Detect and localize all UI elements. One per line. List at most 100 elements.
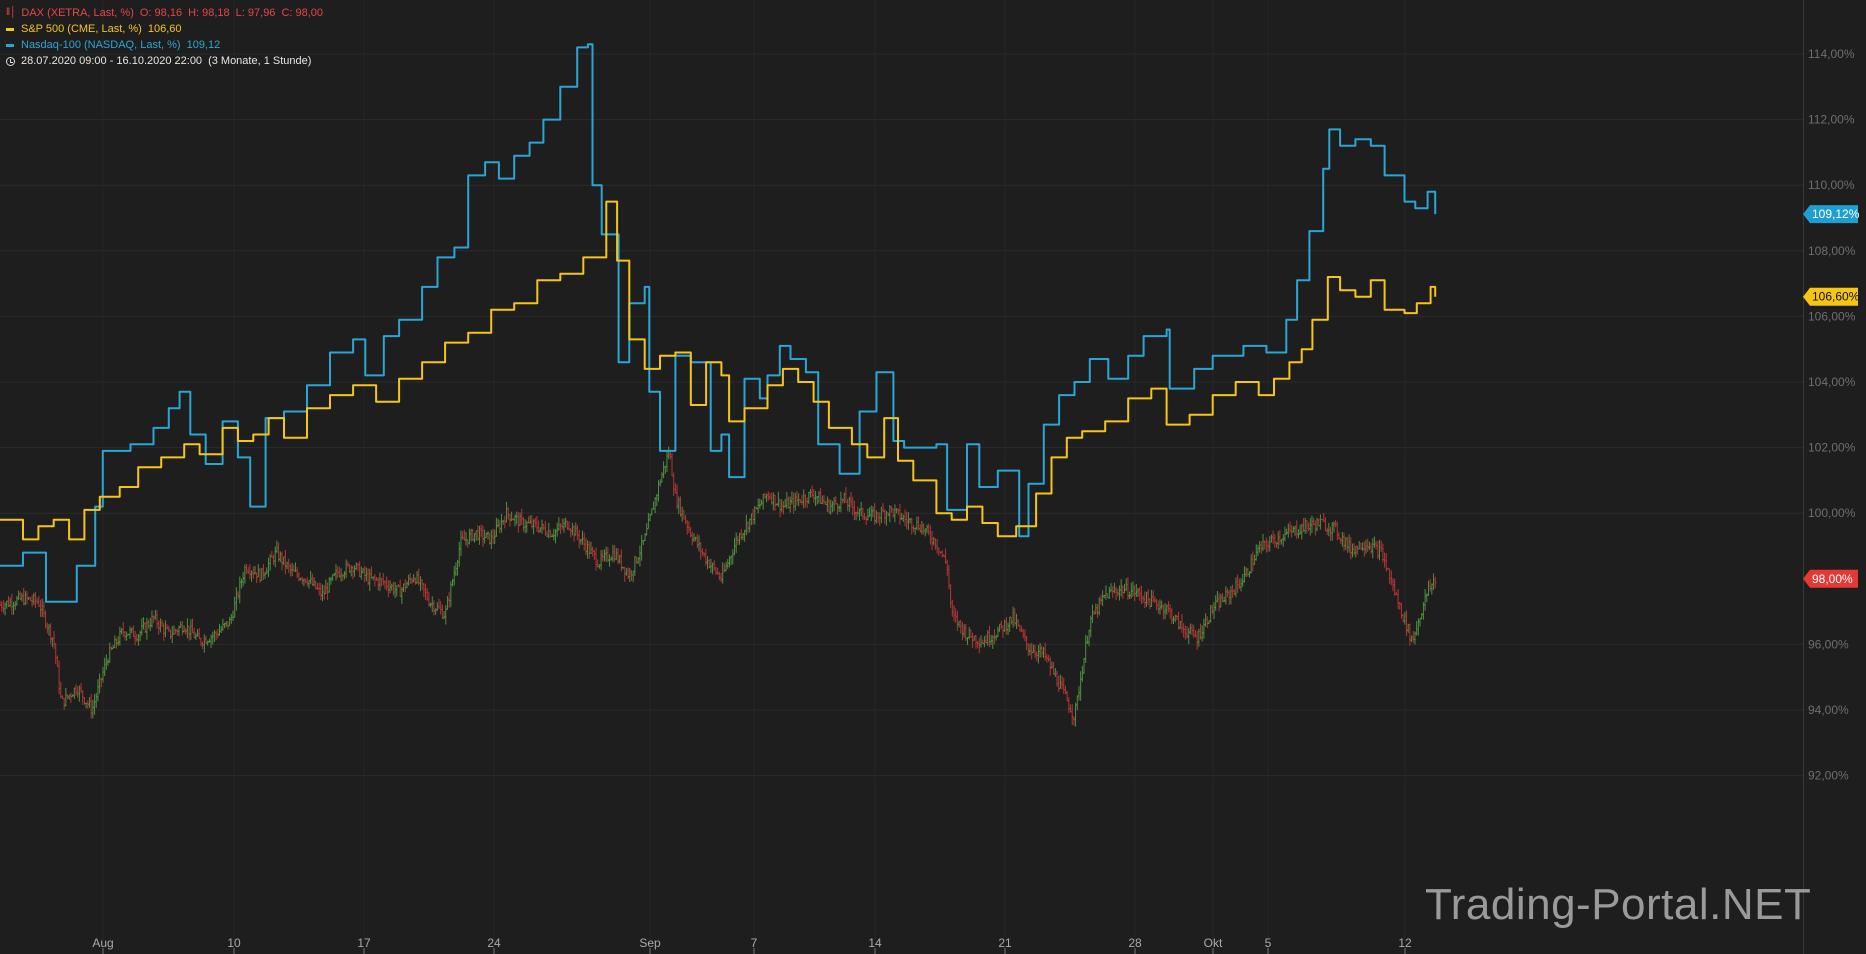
- ohlc-bar: [1298, 524, 1302, 535]
- y-tick-label: 108,00%: [1808, 244, 1856, 258]
- ohlc-bar: [20, 592, 24, 602]
- legend-row-range[interactable]: 28.07.2020 09:00 - 16.10.2020 22:00 (3 M…: [6, 53, 329, 69]
- ohlc-bar: [1, 600, 5, 614]
- legend-row-dax[interactable]: ‖│ DAX (XETRA, Last, %) O: 98,16 H: 98,1…: [6, 5, 329, 21]
- ohlc-bar: [1342, 532, 1346, 552]
- ohlc-bar: [1347, 534, 1351, 553]
- ohlc-bar: [152, 615, 156, 624]
- ohlc-bar: [1217, 592, 1221, 612]
- legend-row-sp500[interactable]: S&P 500 (CME, Last, %) 106,60: [6, 21, 329, 37]
- ohlc-bar: [673, 482, 677, 494]
- ohlc-bar: [192, 627, 196, 639]
- ohlc-bar: [682, 510, 686, 520]
- ohlc-bar: [211, 631, 215, 645]
- ohlc-bar: [695, 534, 699, 549]
- ohlc-bar: [570, 522, 574, 536]
- ohlc-bar: [646, 512, 650, 530]
- ohlc-bar: [802, 489, 806, 509]
- ohlc-bar: [954, 608, 958, 623]
- ohlc-bar: [1205, 616, 1209, 629]
- x-tick-label: 12: [1398, 936, 1412, 950]
- ohlc-bar: [481, 525, 485, 547]
- ohlc-bar: [8, 597, 12, 608]
- legend-row-nasdaq[interactable]: Nasdaq-100 (NASDAQ, Last, %) 109,12: [6, 37, 329, 53]
- ohlc-bar: [1092, 610, 1096, 615]
- ohlc-bar: [440, 604, 444, 620]
- ohlc-bar: [1426, 580, 1430, 597]
- ohlc-bar: [1168, 604, 1172, 619]
- ohlc-bar: [1067, 697, 1071, 713]
- ohlc-bar: [1420, 612, 1424, 620]
- ohlc-bar: [1268, 536, 1272, 552]
- ohlc-bar: [1062, 677, 1066, 694]
- ohlc-bar: [185, 618, 189, 639]
- ohlc-bar: [805, 497, 809, 509]
- ohlc-bar: [852, 500, 856, 521]
- ohlc-bar: [1026, 643, 1030, 657]
- ohlc-bar: [1389, 570, 1393, 586]
- ohlc-bar: [1416, 618, 1420, 636]
- ohlc-bar: [424, 583, 428, 600]
- ohlc-bar: [1192, 624, 1196, 639]
- ohlc-bar: [1430, 583, 1434, 595]
- ohlc-bar: [1209, 605, 1213, 623]
- ohlc-bar: [422, 583, 426, 597]
- ohlc-bar: [932, 537, 936, 546]
- ohlc-bar: [1345, 536, 1349, 553]
- ohlc-bar: [32, 592, 36, 606]
- ohlc-bar: [5, 600, 9, 609]
- ohlc-bar: [1117, 585, 1121, 601]
- ohlc-bar: [1053, 667, 1057, 677]
- time-axis[interactable]: Aug 10 17 24 Sep 7 14 21 28 Okt 5 12: [92, 936, 1412, 954]
- ohlc-bar: [1423, 588, 1427, 611]
- ohlc-bar: [560, 518, 564, 530]
- ohlc-bar: [459, 530, 463, 557]
- ohlc-bar: [962, 624, 966, 638]
- ohlc-bar: [466, 539, 470, 548]
- ohlc-bar: [265, 567, 269, 575]
- ohlc-bar: [624, 567, 628, 576]
- price-axis[interactable]: 114,00% 112,00% 110,00% 108,00% 106,00% 104,0…: [1808, 47, 1856, 783]
- ohlc-bar: [1028, 643, 1032, 656]
- ohlc-bar: [489, 529, 493, 550]
- ohlc-bar: [721, 562, 725, 584]
- grid-lines: [0, 53, 1803, 777]
- ohlc-bar: [76, 686, 80, 698]
- ohlc-bar: [1085, 635, 1089, 645]
- ohlc-bar: [901, 514, 905, 522]
- ohlc-bar: [599, 549, 603, 571]
- ohlc-bar: [1170, 608, 1174, 625]
- ohlc-bar: [255, 572, 259, 584]
- ohlc-bar: [1018, 624, 1022, 632]
- ohlc-bar: [278, 551, 282, 563]
- ohlc-bar: [1172, 616, 1176, 624]
- ohlc-bar: [17, 590, 21, 601]
- ohlc-bar: [1146, 589, 1150, 605]
- y-tick-label: 92,00%: [1808, 769, 1849, 783]
- ohlc-bar: [1144, 591, 1148, 608]
- ohlc-bar: [251, 566, 255, 579]
- ohlc-bar: [266, 557, 270, 578]
- ohlc-bar: [829, 499, 833, 515]
- chart-legend: ‖│ DAX (XETRA, Last, %) O: 98,16 H: 98,1…: [6, 5, 329, 69]
- ohlc-bar: [732, 537, 736, 556]
- ohlc-bar: [572, 525, 576, 542]
- ohlc-bar: [245, 563, 249, 575]
- ohlc-bar: [1193, 629, 1197, 638]
- ohlc-bar: [353, 565, 357, 577]
- ohlc-bar: [678, 496, 682, 517]
- ohlc-bar: [859, 501, 863, 517]
- ohlc-bar: [827, 498, 831, 514]
- ohlc-bar: [182, 625, 186, 633]
- ohlc-bar: [280, 551, 284, 571]
- ohlc-bar: [734, 532, 738, 554]
- ohlc-bar: [467, 528, 471, 545]
- ohlc-bar: [1244, 567, 1248, 577]
- ohlc-bar: [464, 532, 468, 546]
- ohlc-bar: [131, 625, 135, 638]
- ohlc-bar: [1310, 515, 1314, 533]
- ohlc-bar: [966, 636, 970, 645]
- ohlc-bar: [812, 488, 816, 503]
- ohlc-bar: [1008, 616, 1012, 633]
- ohlc-bar: [1269, 534, 1273, 543]
